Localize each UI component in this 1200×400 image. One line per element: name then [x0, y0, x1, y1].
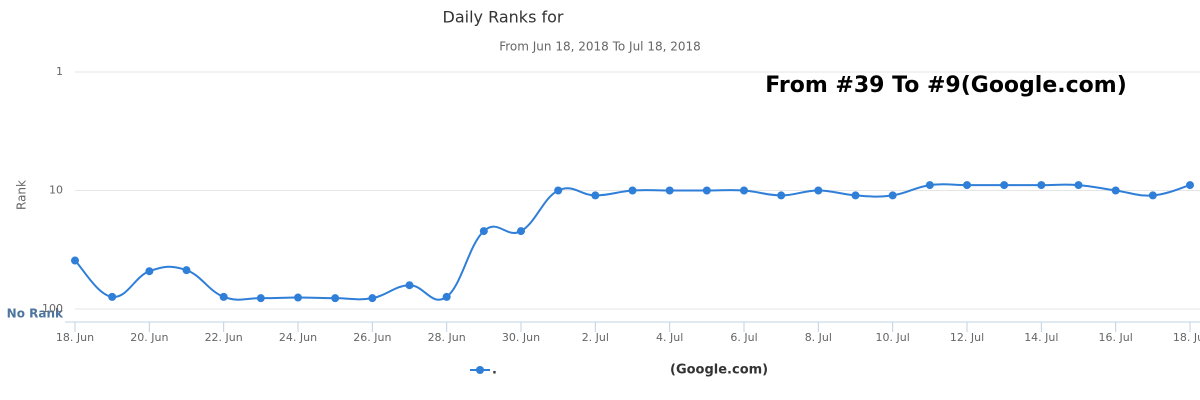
data-point — [442, 292, 451, 301]
x-tick-label: 24. Jun — [279, 331, 317, 344]
data-point — [405, 281, 414, 290]
data-point — [331, 294, 340, 303]
data-point — [1111, 186, 1120, 195]
x-tick-label: 12. Jul — [950, 331, 984, 344]
x-tick-label: 18. Jul — [1173, 331, 1200, 344]
no-rank-label: No Rank — [7, 307, 64, 321]
data-point — [71, 256, 79, 265]
data-point — [851, 191, 860, 200]
x-tick-label: 16. Jul — [1099, 331, 1133, 344]
data-point — [108, 292, 117, 301]
data-point — [628, 186, 637, 195]
chart-subtitle: From Jun 18, 2018 To Jul 18, 2018 — [499, 40, 701, 54]
data-point — [517, 227, 525, 236]
data-point — [1186, 181, 1194, 190]
data-point — [145, 267, 154, 276]
x-tick-label: 22. Jun — [205, 331, 243, 344]
legend-marker — [476, 366, 484, 374]
x-tick-label: 4. Jul — [656, 331, 683, 344]
data-point — [814, 186, 823, 195]
data-point — [702, 186, 711, 195]
data-point — [256, 294, 265, 303]
y-tick-label: 10 — [49, 184, 63, 197]
data-point — [1148, 191, 1157, 200]
y-axis-label: Rank — [15, 180, 29, 210]
data-point — [740, 186, 748, 195]
data-point — [1074, 181, 1083, 190]
x-tick-label: 6. Jul — [730, 331, 757, 344]
x-tick-label: 20. Jun — [130, 331, 168, 344]
y-tick-label: 1 — [56, 65, 63, 78]
x-tick-label: 14. Jul — [1024, 331, 1058, 344]
x-tick-label: 30. Jun — [502, 331, 540, 344]
legend-extra: (Google.com) — [670, 363, 768, 378]
data-point — [368, 294, 377, 303]
data-point — [554, 186, 563, 195]
x-tick-label: 28. Jun — [428, 331, 466, 344]
y-tick-label: 100 — [42, 302, 63, 315]
data-point — [182, 266, 191, 275]
data-point — [925, 181, 934, 190]
data-point — [665, 186, 674, 195]
chart-title: Daily Ranks for — [443, 8, 564, 27]
x-tick-label: 2. Jul — [582, 331, 609, 344]
x-tick-label: 26. Jun — [353, 331, 391, 344]
data-point — [479, 227, 488, 236]
data-point — [294, 293, 302, 302]
data-point — [888, 191, 897, 200]
data-point — [1037, 181, 1046, 190]
data-point — [777, 191, 786, 200]
data-point — [963, 181, 971, 190]
x-tick-label: 10. Jul — [876, 331, 910, 344]
x-tick-label: 8. Jul — [805, 331, 832, 344]
data-point — [219, 292, 228, 301]
data-point — [1000, 181, 1009, 190]
legend-label: . — [492, 363, 497, 378]
annotation: From #39 To #9(Google.com) — [765, 73, 1127, 98]
x-tick-label: 18. Jun — [56, 331, 94, 344]
data-point — [591, 191, 600, 200]
series-line — [74, 183, 1191, 301]
